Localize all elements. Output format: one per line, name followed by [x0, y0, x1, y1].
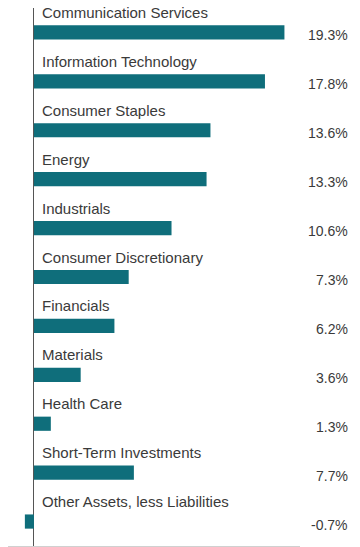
svg-text:3.6%: 3.6% [316, 370, 348, 386]
svg-text:Communication Services: Communication Services [42, 4, 208, 21]
svg-text:1.3%: 1.3% [316, 419, 348, 435]
svg-text:Consumer Discretionary: Consumer Discretionary [42, 249, 203, 266]
svg-text:19.3%: 19.3% [308, 27, 348, 43]
svg-text:10.6%: 10.6% [308, 223, 348, 239]
svg-text:Industrials: Industrials [42, 200, 110, 217]
svg-text:Materials: Materials [42, 346, 103, 363]
svg-text:7.7%: 7.7% [316, 468, 348, 484]
svg-text:Other Assets, less Liabilities: Other Assets, less Liabilities [42, 493, 229, 510]
svg-text:-0.7%: -0.7% [311, 517, 348, 533]
svg-text:Health Care: Health Care [42, 395, 122, 412]
svg-text:7.3%: 7.3% [316, 272, 348, 288]
svg-text:Consumer Staples: Consumer Staples [42, 102, 165, 119]
svg-text:13.6%: 13.6% [308, 125, 348, 141]
svg-text:13.3%: 13.3% [308, 174, 348, 190]
svg-text:Financials: Financials [42, 297, 110, 314]
svg-text:Energy: Energy [42, 151, 90, 168]
svg-text:17.8%: 17.8% [308, 76, 348, 92]
svg-text:Short-Term Investments: Short-Term Investments [42, 444, 201, 461]
svg-text:6.2%: 6.2% [316, 321, 348, 337]
svg-text:Information Technology: Information Technology [42, 53, 197, 70]
